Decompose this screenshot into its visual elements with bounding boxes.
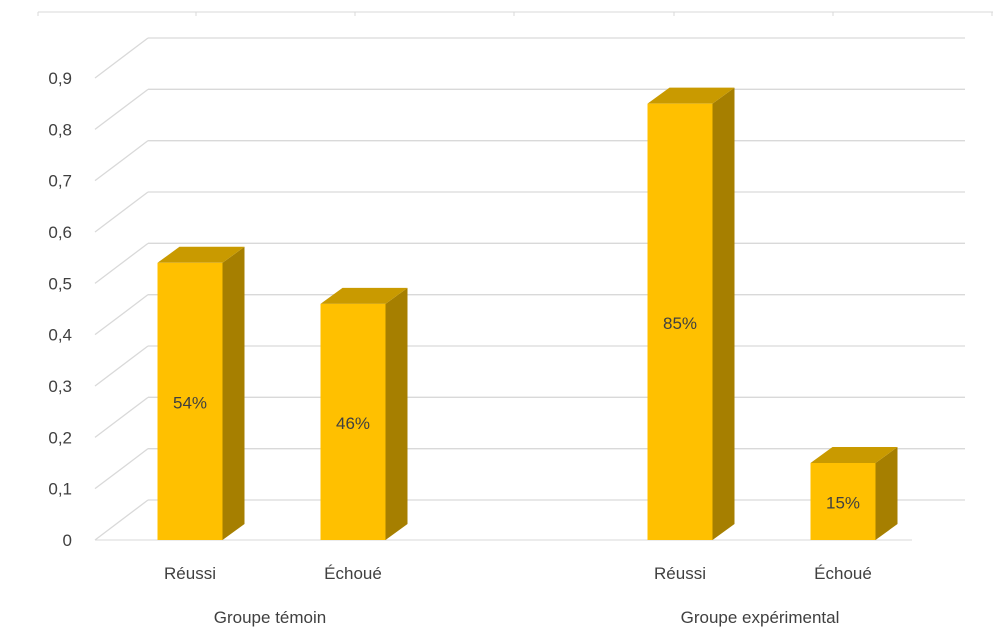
data-label: 85% <box>663 314 697 333</box>
gridline-diagonal <box>95 346 148 386</box>
y-tick-label: 0 <box>63 531 72 550</box>
y-tick-label: 0,7 <box>48 172 72 191</box>
gridline-diagonal <box>95 141 148 181</box>
gridline-diagonal <box>95 449 148 489</box>
gridline-diagonal <box>95 89 148 129</box>
x-axis: Réussi Échoué Groupe témoin Réussi Échoué Gro… <box>164 564 872 627</box>
y-tick-label: 0,2 <box>48 428 72 447</box>
bar-side <box>223 247 245 540</box>
x-category-label: Réussi <box>654 564 706 583</box>
data-label: 46% <box>336 414 370 433</box>
y-tick-label: 0,3 <box>48 377 72 396</box>
gridline-diagonal <box>95 192 148 232</box>
gridline-diagonal <box>95 500 148 540</box>
bar-side <box>713 88 735 540</box>
y-tick-label: 0,8 <box>48 120 72 139</box>
y-tick-label: 0,4 <box>48 326 72 345</box>
gridline-diagonal <box>95 38 148 78</box>
data-label: 54% <box>173 393 207 412</box>
x-category-label: Échoué <box>814 564 872 583</box>
y-tick-label: 0,5 <box>48 274 72 293</box>
gridline-diagonal <box>95 243 148 283</box>
bar-side <box>876 447 898 540</box>
x-group-label: Groupe expérimental <box>681 608 840 627</box>
x-group-label: Groupe témoin <box>214 608 326 627</box>
y-axis: 0 0,1 0,2 0,3 0,4 0,5 0,6 0,7 0,8 0,9 <box>48 69 72 550</box>
bar-side <box>386 288 408 540</box>
x-category-label: Réussi <box>164 564 216 583</box>
gridline-diagonal <box>95 295 148 335</box>
data-label: 15% <box>826 494 860 513</box>
bars: 54% 46% 85% 15% <box>158 88 898 540</box>
y-tick-label: 0,9 <box>48 69 72 88</box>
y-tick-label: 0,1 <box>48 480 72 499</box>
chart-frame <box>38 12 993 16</box>
gridline-diagonal <box>95 397 148 437</box>
x-category-label: Échoué <box>324 564 382 583</box>
y-tick-label: 0,6 <box>48 223 72 242</box>
